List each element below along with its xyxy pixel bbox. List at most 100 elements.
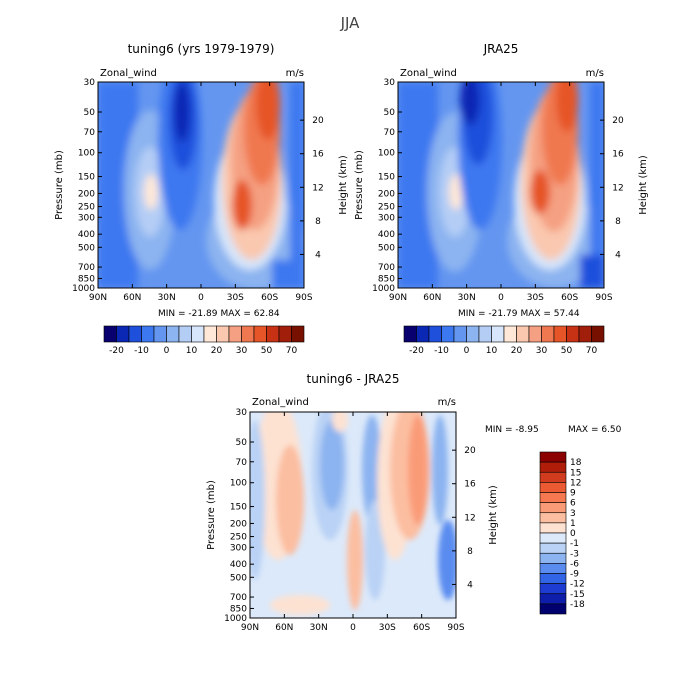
y-tick-label: 50	[384, 108, 396, 118]
y-tick-label: 1000	[72, 284, 95, 294]
y-tick-label: 1000	[224, 614, 247, 624]
x-tick-label: 90S	[447, 623, 464, 633]
colorbar-label: -18	[570, 600, 585, 610]
x-tick-label: 30N	[310, 623, 328, 633]
colorbar-swatch	[539, 552, 567, 564]
colorbar-swatch	[539, 532, 567, 544]
colorbar-swatch	[539, 522, 567, 534]
heatmap-field	[98, 82, 304, 288]
colorbar-label: -3	[570, 549, 579, 559]
y-tick-label: 100	[78, 149, 95, 159]
colorbar-label: 9	[570, 489, 576, 499]
units-label: m/s	[586, 68, 604, 79]
y-axis-label: Pressure (mb)	[354, 150, 365, 220]
colorbar-label: 70	[586, 346, 598, 356]
y-tick-label: 400	[378, 230, 395, 240]
y2-tick-label: 16	[312, 150, 324, 160]
colorbar-label: 50	[261, 346, 273, 356]
colorbar-swatch	[266, 325, 280, 343]
colorbar-label: 20	[511, 346, 523, 356]
colorbar-swatch	[566, 325, 580, 343]
colorbar-swatch	[539, 512, 567, 524]
colorbar-swatch	[491, 325, 505, 343]
y-tick-label: 100	[378, 149, 395, 159]
colorbar-label: 15	[570, 468, 581, 478]
x-tick-label: 90S	[595, 293, 612, 303]
colorbar-swatch	[153, 325, 167, 343]
colorbar-swatch	[466, 325, 480, 343]
panel-tuning6: tuning6 (yrs 1979-1979) Zonal_wind m/s	[54, 42, 349, 356]
colorbar-label: 12	[570, 478, 581, 488]
y-tick-label: 500	[78, 243, 95, 253]
colorbar-swatch	[428, 325, 442, 343]
x-tick-label: 60S	[413, 623, 430, 633]
heatmap-field	[398, 82, 604, 288]
y-tick-label: 30	[236, 408, 248, 418]
colorbar-swatch	[178, 325, 192, 343]
x-tick-label: 30S	[527, 293, 544, 303]
colorbar-swatch	[539, 471, 567, 483]
colorbar-label: 30	[536, 346, 548, 356]
y-tick-label: 150	[230, 503, 247, 513]
colorbar-swatch	[539, 583, 567, 595]
colorbar-swatch	[516, 325, 530, 343]
colorbar-label: 6	[570, 499, 576, 509]
colorbar-label: 70	[286, 346, 298, 356]
y2-tick-label: 4	[315, 250, 321, 260]
colorbar-swatch	[253, 325, 267, 343]
colorbar-label: 0	[464, 346, 470, 356]
x-tick-label: 0	[498, 293, 504, 303]
y-tick-label: 70	[84, 128, 96, 138]
min-label: MIN = -8.95	[485, 425, 539, 435]
colorbar-label: -20	[409, 346, 424, 356]
y-tick-label: 200	[78, 189, 95, 199]
y-tick-label: 30	[384, 78, 396, 88]
colorbar-label: -20	[109, 346, 124, 356]
y2-tick-label: 20	[464, 446, 476, 456]
y-tick-label: 250	[78, 203, 95, 213]
max-label: MAX = 6.50	[568, 425, 622, 435]
colorbar-label: -10	[434, 346, 449, 356]
x-tick-label: 30N	[158, 293, 176, 303]
colorbar-swatch	[539, 461, 567, 473]
y2-tick-label: 8	[467, 547, 473, 557]
y2-tick-label: 20	[312, 116, 324, 126]
y-tick-label: 300	[378, 213, 395, 223]
colorbar-swatch	[539, 451, 567, 463]
colorbar-swatch	[191, 325, 205, 343]
colorbar-label: 3	[570, 509, 576, 519]
colorbar-label: -9	[570, 570, 579, 580]
x-tick-label: 60N	[423, 293, 441, 303]
colorbar-swatch	[478, 325, 492, 343]
units-label: m/s	[438, 397, 456, 408]
panel-title: tuning6 - JRA25	[307, 372, 400, 386]
colorbar-swatch	[539, 603, 567, 615]
y-tick-label: 400	[78, 230, 95, 240]
x-tick-label: 0	[198, 293, 204, 303]
colorbar-swatch	[216, 325, 230, 343]
colorbar-label: -10	[134, 346, 149, 356]
y2-tick-label: 4	[467, 580, 473, 590]
colorbar-swatch	[453, 325, 467, 343]
var-label: Zonal_wind	[252, 397, 309, 408]
y2-tick-label: 12	[464, 513, 475, 523]
y-tick-label: 70	[384, 128, 396, 138]
x-tick-label: 90N	[241, 623, 259, 633]
y2-tick-label: 16	[612, 150, 624, 160]
y-tick-label: 300	[230, 543, 247, 553]
y-tick-label: 1000	[372, 284, 395, 294]
colorbar-swatch	[141, 325, 155, 343]
y-tick-label: 200	[378, 189, 395, 199]
page-title: JJA	[340, 14, 361, 32]
x-tick-label: 90N	[89, 293, 107, 303]
y2-tick-label: 12	[312, 183, 323, 193]
y-tick-label: 850	[230, 604, 247, 614]
y2-tick-label: 8	[615, 217, 621, 227]
colorbar-swatch	[166, 325, 180, 343]
colorbar-swatch	[503, 325, 517, 343]
y-tick-label: 250	[230, 533, 247, 543]
y2-tick-label: 16	[464, 480, 476, 490]
y-tick-label: 700	[78, 263, 95, 273]
